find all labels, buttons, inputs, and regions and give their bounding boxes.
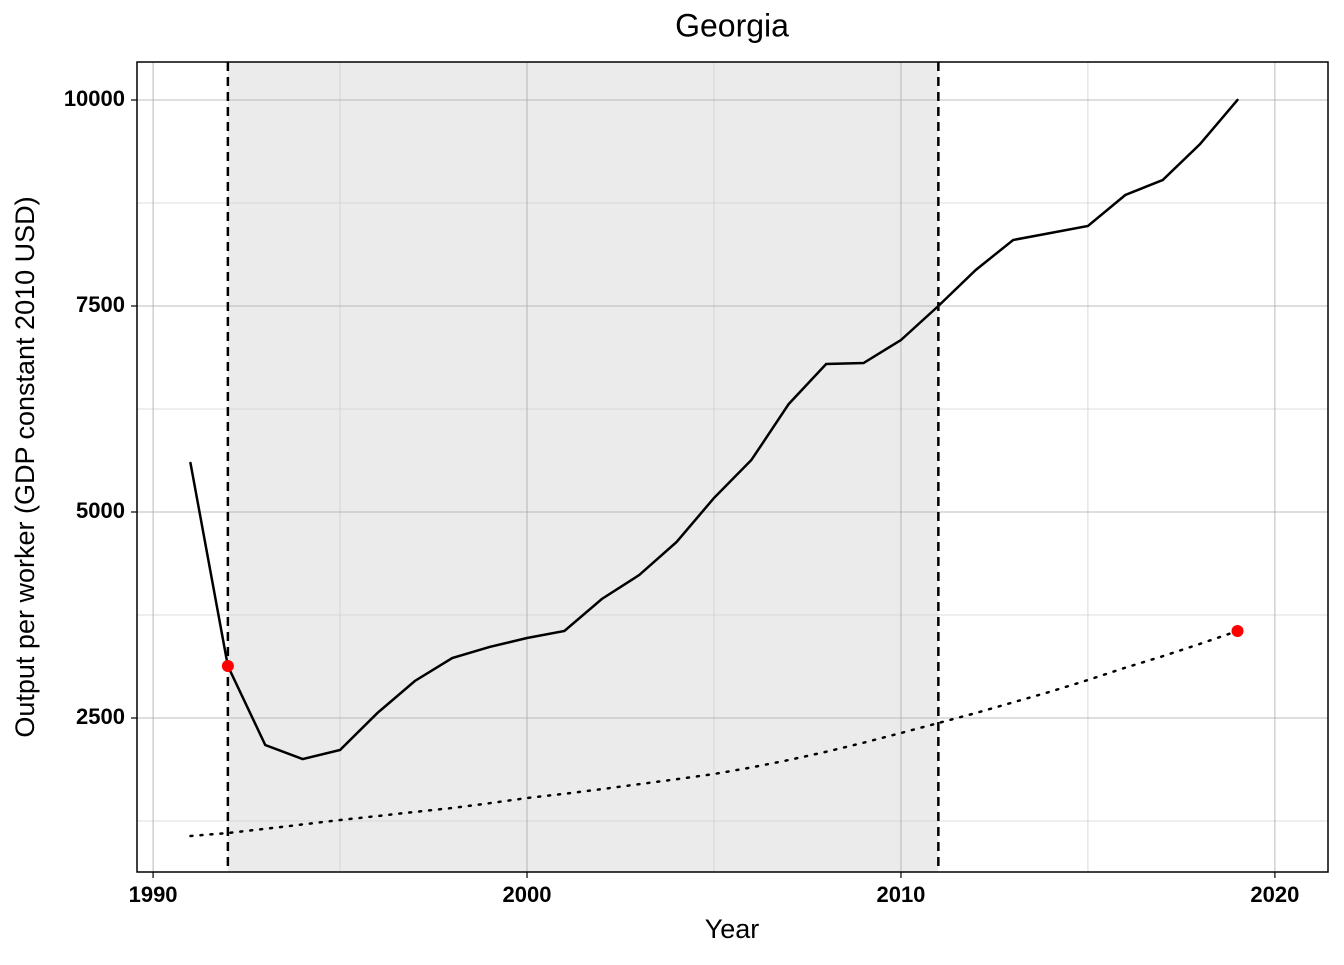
x-tick-label: 2020	[1250, 882, 1299, 907]
chart-title: Georgia	[675, 7, 789, 43]
y-tick-label: 5000	[76, 498, 125, 523]
y-tick-label: 10000	[64, 86, 125, 111]
x-tick-label: 2000	[503, 882, 552, 907]
x-tick-label: 1990	[129, 882, 178, 907]
marker-point	[1231, 624, 1244, 637]
data-line	[189, 98, 1239, 761]
plot-border	[136, 61, 1329, 873]
x-axis-label: Year	[705, 914, 760, 944]
y-tick-label: 2500	[76, 704, 125, 729]
marker-point	[221, 659, 234, 672]
x-tick-label: 2010	[876, 882, 925, 907]
shaded-region	[227, 62, 939, 872]
y-axis-label: Output per worker (GDP constant 2010 USD…	[10, 196, 40, 737]
y-tick-label: 7500	[76, 292, 125, 317]
